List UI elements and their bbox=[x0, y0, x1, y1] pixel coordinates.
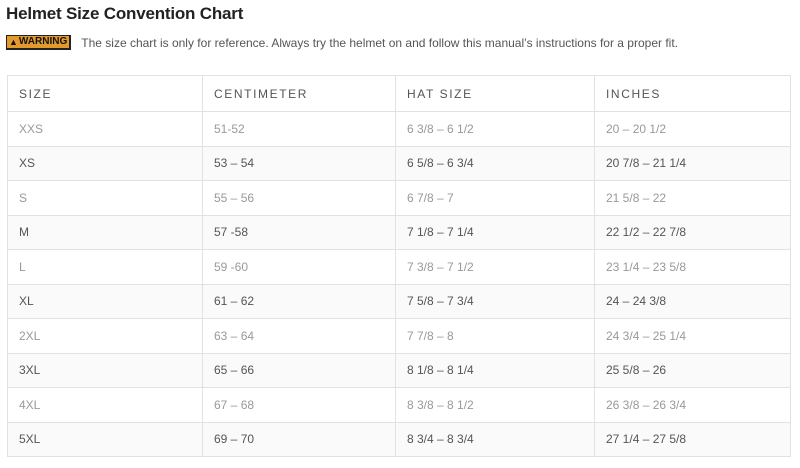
table-row: S 55 – 56 6 7/8 – 7 21 5/8 – 22 bbox=[7, 180, 791, 216]
table-cell: XXS bbox=[7, 111, 203, 147]
table-cell: 7 1/8 – 7 1/4 bbox=[395, 214, 595, 250]
table-cell: 27 1/4 – 27 5/8 bbox=[594, 421, 791, 457]
table-cell: 65 – 66 bbox=[202, 352, 396, 388]
table-cell: 21 5/8 – 22 bbox=[594, 180, 791, 216]
table-cell: 51-52 bbox=[202, 111, 396, 147]
table-cell: 24 – 24 3/8 bbox=[594, 283, 791, 319]
table-cell: 26 3/8 – 26 3/4 bbox=[594, 387, 791, 423]
table-cell: 57 -58 bbox=[202, 214, 396, 250]
table-cell: 7 5/8 – 7 3/4 bbox=[395, 283, 595, 319]
table-cell: 59 -60 bbox=[202, 249, 396, 285]
table-cell: XS bbox=[7, 145, 203, 181]
table-cell: 2XL bbox=[7, 318, 203, 354]
table-cell: 8 3/8 – 8 1/2 bbox=[395, 387, 595, 423]
table-row: M 57 -58 7 1/8 – 7 1/4 22 1/2 – 22 7/8 bbox=[7, 214, 791, 250]
table-cell: 7 7/8 – 8 bbox=[395, 318, 595, 354]
size-chart-table: SIZE CENTIMETER HAT SIZE INCHES XXS 51-52 6 3… bbox=[7, 75, 791, 457]
page-title: Helmet Size Convention Chart bbox=[6, 4, 244, 23]
table-cell: 5XL bbox=[7, 421, 203, 457]
table-row: L 59 -60 7 3/8 – 7 1/2 23 1/4 – 23 5/8 bbox=[7, 249, 791, 285]
warning-badge: ▲ WARNING bbox=[6, 35, 72, 50]
column-header: INCHES bbox=[594, 75, 791, 112]
table-header-row: SIZE CENTIMETER HAT SIZE INCHES bbox=[7, 75, 791, 112]
table-cell: XL bbox=[7, 283, 203, 319]
table-cell: 24 3/4 – 25 1/4 bbox=[594, 318, 791, 354]
table-row: XXS 51-52 6 3/8 – 6 1/2 20 – 20 1/2 bbox=[7, 111, 791, 147]
table-cell: M bbox=[7, 214, 203, 250]
table-row: 5XL 69 – 70 8 3/4 – 8 3/4 27 1/4 – 27 5/8 bbox=[7, 421, 791, 457]
table-cell: 25 5/8 – 26 bbox=[594, 352, 791, 388]
table-cell: S bbox=[7, 180, 203, 216]
table-cell: 69 – 70 bbox=[202, 421, 396, 457]
table-cell: 4XL bbox=[7, 387, 203, 423]
column-header: SIZE bbox=[7, 75, 203, 112]
table-cell: 6 3/8 – 6 1/2 bbox=[395, 111, 595, 147]
table-row: XL 61 – 62 7 5/8 – 7 3/4 24 – 24 3/8 bbox=[7, 283, 791, 319]
table-cell: 3XL bbox=[7, 352, 203, 388]
warning-text: The size chart is only for reference. Al… bbox=[81, 35, 678, 50]
table-cell: 6 7/8 – 7 bbox=[395, 180, 595, 216]
table-cell: 6 5/8 – 6 3/4 bbox=[395, 145, 595, 181]
warning-label: WARNING bbox=[18, 36, 68, 47]
table-cell: 8 3/4 – 8 3/4 bbox=[395, 421, 595, 457]
table-cell: 8 1/8 – 8 1/4 bbox=[395, 352, 595, 388]
table-cell: 20 7/8 – 21 1/4 bbox=[594, 145, 791, 181]
table-row: 3XL 65 – 66 8 1/8 – 8 1/4 25 5/8 – 26 bbox=[7, 352, 791, 388]
table-cell: 23 1/4 – 23 5/8 bbox=[594, 249, 791, 285]
column-header: CENTIMETER bbox=[202, 75, 396, 112]
warning-triangle-icon: ▲ bbox=[9, 37, 18, 47]
table-cell: 53 – 54 bbox=[202, 145, 396, 181]
table-cell: 63 – 64 bbox=[202, 318, 396, 354]
table-cell: 20 – 20 1/2 bbox=[594, 111, 791, 147]
table-row: 4XL 67 – 68 8 3/8 – 8 1/2 26 3/8 – 26 3/4 bbox=[7, 387, 791, 423]
table-cell: 7 3/8 – 7 1/2 bbox=[395, 249, 595, 285]
table-cell: 61 – 62 bbox=[202, 283, 396, 319]
warning-notice: ▲ WARNING The size chart is only for refe… bbox=[6, 35, 678, 50]
table-cell: 22 1/2 – 22 7/8 bbox=[594, 214, 791, 250]
table-cell: L bbox=[7, 249, 203, 285]
table-row: 2XL 63 – 64 7 7/8 – 8 24 3/4 – 25 1/4 bbox=[7, 318, 791, 354]
column-header: HAT SIZE bbox=[395, 75, 595, 112]
table-cell: 67 – 68 bbox=[202, 387, 396, 423]
table-cell: 55 – 56 bbox=[202, 180, 396, 216]
table-row: XS 53 – 54 6 5/8 – 6 3/4 20 7/8 – 21 1/4 bbox=[7, 145, 791, 181]
